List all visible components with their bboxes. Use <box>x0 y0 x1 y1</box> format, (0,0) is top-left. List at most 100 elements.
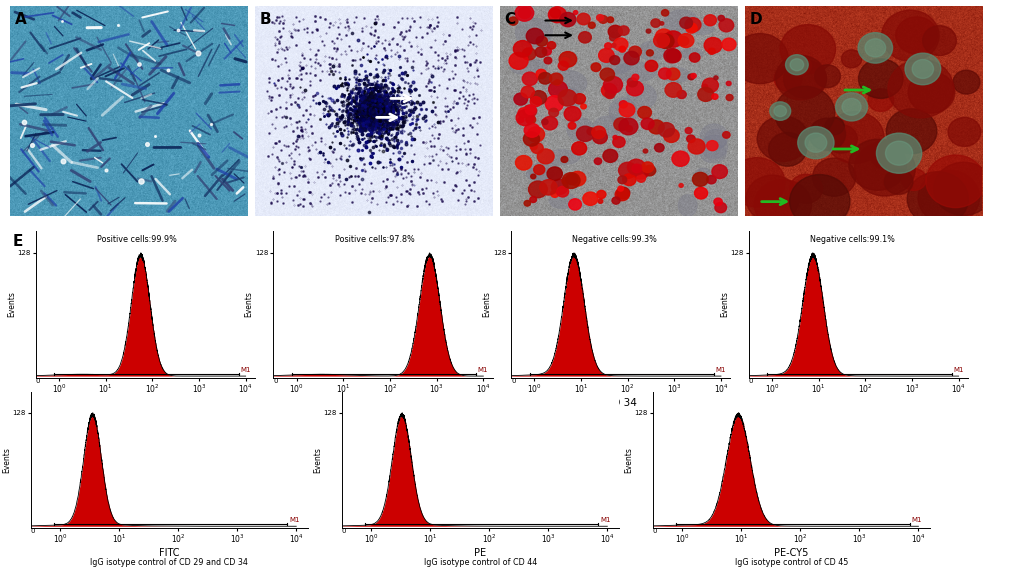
Circle shape <box>692 173 707 186</box>
Circle shape <box>808 118 845 151</box>
Circle shape <box>883 169 912 194</box>
Y-axis label: Events: Events <box>7 291 16 317</box>
Circle shape <box>869 139 903 169</box>
Circle shape <box>524 123 539 137</box>
Circle shape <box>783 60 825 98</box>
Circle shape <box>561 173 580 189</box>
Circle shape <box>672 151 689 166</box>
Circle shape <box>901 168 925 190</box>
Ellipse shape <box>678 194 697 216</box>
Circle shape <box>703 15 715 26</box>
Text: A: A <box>15 12 26 27</box>
Circle shape <box>547 42 555 49</box>
Circle shape <box>542 117 557 130</box>
Circle shape <box>602 149 618 162</box>
Circle shape <box>618 162 636 178</box>
Circle shape <box>548 7 566 23</box>
Circle shape <box>886 109 935 153</box>
Circle shape <box>580 104 586 109</box>
Circle shape <box>609 55 620 65</box>
Circle shape <box>655 29 672 44</box>
Circle shape <box>645 61 657 72</box>
Circle shape <box>619 46 625 52</box>
Circle shape <box>947 117 980 147</box>
Circle shape <box>536 36 547 46</box>
Circle shape <box>679 183 683 188</box>
Y-axis label: Events: Events <box>624 447 633 473</box>
Circle shape <box>641 118 653 129</box>
Circle shape <box>616 187 629 199</box>
X-axis label: CD 44: CD 44 <box>367 398 398 408</box>
Circle shape <box>729 158 785 207</box>
Circle shape <box>610 43 615 47</box>
X-axis label: CD 29: CD 29 <box>129 398 161 408</box>
Circle shape <box>703 38 721 53</box>
Circle shape <box>660 10 668 16</box>
Circle shape <box>548 81 567 98</box>
Circle shape <box>613 118 628 131</box>
Circle shape <box>663 31 682 47</box>
Circle shape <box>527 127 544 142</box>
Circle shape <box>731 33 788 84</box>
Circle shape <box>663 129 679 143</box>
Circle shape <box>880 10 938 61</box>
Circle shape <box>548 108 558 117</box>
Ellipse shape <box>613 62 656 82</box>
Circle shape <box>713 76 717 80</box>
Circle shape <box>625 126 632 132</box>
Circle shape <box>564 107 581 121</box>
Circle shape <box>754 179 811 230</box>
Text: 0: 0 <box>341 527 345 534</box>
Text: IgG isotype control of CD 44: IgG isotype control of CD 44 <box>423 557 537 567</box>
Circle shape <box>848 139 906 190</box>
Circle shape <box>858 59 902 99</box>
Circle shape <box>523 132 539 146</box>
Circle shape <box>553 80 560 85</box>
Ellipse shape <box>562 88 580 109</box>
Text: Negative cells:99.1%: Negative cells:99.1% <box>809 235 894 244</box>
Circle shape <box>582 192 597 205</box>
Circle shape <box>618 176 626 183</box>
Ellipse shape <box>593 116 624 136</box>
Circle shape <box>745 175 798 222</box>
Y-axis label: Events: Events <box>245 291 254 317</box>
Circle shape <box>854 142 914 196</box>
Circle shape <box>785 55 807 75</box>
Circle shape <box>622 174 636 186</box>
Circle shape <box>664 83 681 98</box>
X-axis label: PE-CY5: PE-CY5 <box>773 548 808 558</box>
Circle shape <box>632 74 638 80</box>
Text: M1: M1 <box>288 518 300 523</box>
Circle shape <box>530 91 546 104</box>
Circle shape <box>706 141 717 151</box>
Circle shape <box>646 29 650 33</box>
Circle shape <box>888 59 953 118</box>
Circle shape <box>686 135 694 143</box>
Circle shape <box>538 73 551 84</box>
Circle shape <box>689 53 699 62</box>
Circle shape <box>917 170 978 224</box>
Circle shape <box>636 174 645 182</box>
Ellipse shape <box>515 18 552 47</box>
Circle shape <box>556 186 569 197</box>
Circle shape <box>632 164 641 173</box>
Circle shape <box>559 13 576 27</box>
Circle shape <box>594 158 601 164</box>
Circle shape <box>654 144 663 152</box>
Circle shape <box>603 76 622 93</box>
Circle shape <box>596 14 603 21</box>
Ellipse shape <box>601 51 631 74</box>
Circle shape <box>687 74 694 80</box>
Circle shape <box>549 73 562 85</box>
Ellipse shape <box>627 84 656 109</box>
Circle shape <box>789 175 849 228</box>
Circle shape <box>713 198 721 205</box>
Circle shape <box>685 18 700 32</box>
Text: Negative cells:99.3%: Negative cells:99.3% <box>572 235 656 244</box>
Circle shape <box>546 167 561 181</box>
Ellipse shape <box>704 129 727 149</box>
Circle shape <box>721 38 736 51</box>
Circle shape <box>688 139 704 154</box>
Circle shape <box>614 188 629 201</box>
Circle shape <box>591 63 600 72</box>
